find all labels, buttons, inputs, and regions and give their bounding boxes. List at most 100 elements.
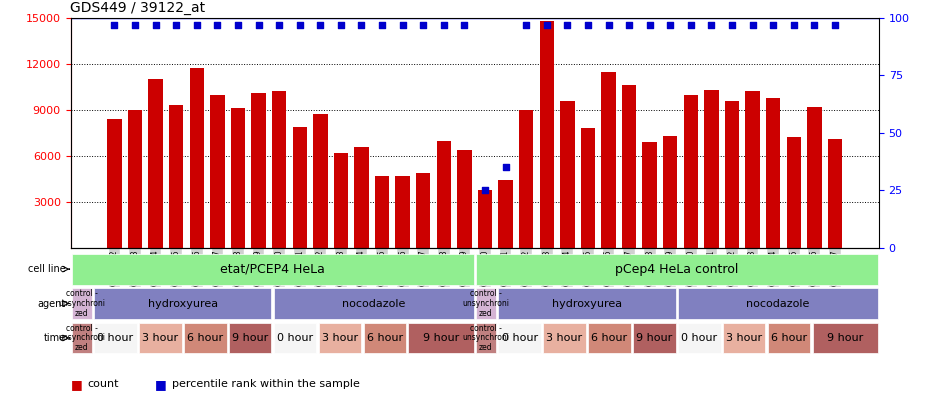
Text: 3 hour: 3 hour [321,333,358,343]
FancyBboxPatch shape [813,322,878,354]
Point [313,21,328,28]
Text: 0 hour: 0 hour [98,333,133,343]
Bar [230,109,245,248]
Point [292,21,307,28]
Bar [190,69,204,248]
Text: 9 hour: 9 hour [232,333,268,343]
Point [766,21,781,28]
Text: 6 hour: 6 hour [591,333,628,343]
Point [230,21,245,28]
Bar [704,90,719,248]
Text: control -
unsynchroni
zed: control - unsynchroni zed [462,289,509,318]
FancyBboxPatch shape [184,322,227,354]
Bar [540,21,554,248]
Bar [602,72,616,248]
Point [395,21,410,28]
Bar [498,181,513,248]
Bar [416,173,431,248]
FancyBboxPatch shape [319,322,361,354]
Point [415,21,431,28]
Bar [663,136,678,248]
Text: 6 hour: 6 hour [187,333,224,343]
Bar [745,91,760,248]
Point [601,21,616,28]
Bar [622,85,636,248]
FancyBboxPatch shape [498,322,540,354]
Point [272,21,287,28]
Point [374,21,389,28]
FancyBboxPatch shape [364,322,406,354]
FancyBboxPatch shape [678,288,878,319]
Point [642,21,657,28]
Bar [169,105,183,248]
Text: agent: agent [38,299,66,308]
Text: control -
unsynchroni
zed: control - unsynchroni zed [58,324,105,352]
Point [683,21,698,28]
FancyBboxPatch shape [228,322,272,354]
Bar [560,101,574,248]
Bar [807,107,822,248]
Bar [272,91,287,248]
FancyBboxPatch shape [543,322,586,354]
Text: 3 hour: 3 hour [142,333,179,343]
Point [807,21,822,28]
FancyBboxPatch shape [633,322,676,354]
Point [725,21,740,28]
Bar [478,190,493,248]
Text: hydroxyurea: hydroxyurea [552,299,622,308]
FancyBboxPatch shape [139,322,181,354]
Bar [725,101,739,248]
Text: ■: ■ [155,378,167,390]
Bar [581,128,595,248]
FancyBboxPatch shape [71,322,92,354]
Point [827,21,842,28]
Bar [211,95,225,248]
Text: 0 hour: 0 hour [502,333,538,343]
Bar [251,93,266,248]
Text: pCep4 HeLa control: pCep4 HeLa control [615,263,739,276]
Bar [354,147,368,248]
FancyBboxPatch shape [768,322,810,354]
FancyBboxPatch shape [588,322,631,354]
Bar [375,176,389,248]
Text: 9 hour: 9 hour [423,333,459,343]
Point [107,21,122,28]
Point [128,21,143,28]
Bar [766,97,780,248]
Point [457,21,472,28]
Point [540,21,555,28]
Point [210,21,225,28]
Point [663,21,678,28]
Text: time: time [43,333,66,343]
Text: control -
unsynchroni
zed: control - unsynchroni zed [462,324,509,352]
Bar [436,141,451,248]
Point [745,21,760,28]
Text: 0 hour: 0 hour [277,333,313,343]
Text: etat/PCEP4 HeLa: etat/PCEP4 HeLa [220,263,325,276]
Bar [642,142,657,248]
Point [786,21,801,28]
Point [621,21,636,28]
Text: 9 hour: 9 hour [827,333,863,343]
Bar [334,153,348,248]
Bar [457,150,472,248]
Point [354,21,369,28]
FancyBboxPatch shape [476,288,496,319]
Bar [292,127,307,248]
Bar [828,139,842,248]
Text: nocodazole: nocodazole [342,299,405,308]
FancyBboxPatch shape [723,322,765,354]
Text: nocodazole: nocodazole [746,299,809,308]
Text: control -
unsynchroni
zed: control - unsynchroni zed [58,289,105,318]
FancyBboxPatch shape [476,253,878,285]
FancyBboxPatch shape [274,288,474,319]
Text: percentile rank within the sample: percentile rank within the sample [172,379,360,389]
Point [704,21,719,28]
FancyBboxPatch shape [678,322,721,354]
FancyBboxPatch shape [476,322,496,354]
Text: 6 hour: 6 hour [771,333,807,343]
Bar [787,137,801,248]
Bar [107,119,121,248]
Point [478,187,493,194]
FancyBboxPatch shape [498,288,676,319]
